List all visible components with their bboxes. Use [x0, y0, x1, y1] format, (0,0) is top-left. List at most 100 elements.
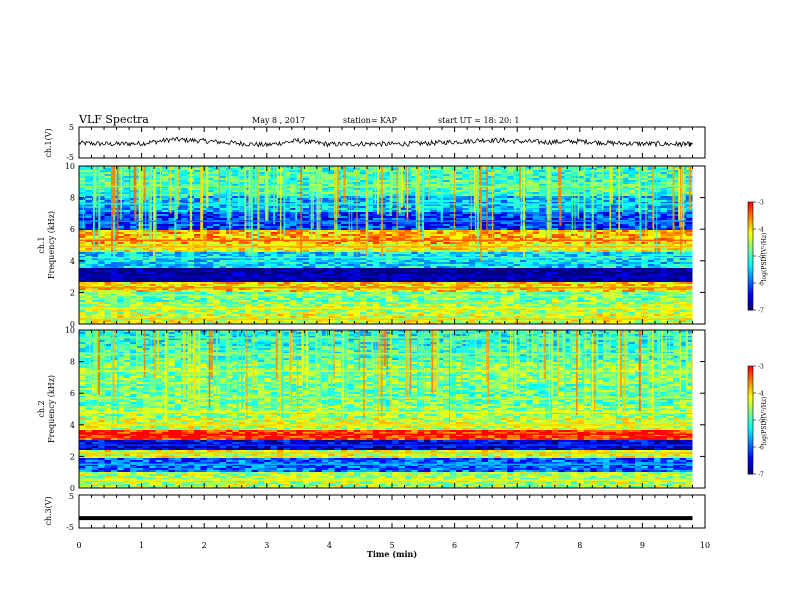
spectrogram-cell — [366, 218, 374, 221]
spectrogram-cell — [162, 224, 169, 227]
spectrogram-cell — [622, 208, 629, 211]
spectrogram-cell — [155, 206, 163, 209]
spectrogram-cell — [622, 204, 629, 207]
spectrogram-cell — [85, 190, 93, 193]
spectrogram-cell — [372, 172, 380, 175]
spectrogram-cell — [571, 176, 578, 179]
spectrogram-cell — [641, 194, 649, 197]
spectrogram-cell — [328, 224, 336, 227]
spectrogram-cell — [641, 204, 649, 207]
spectrogram-cell — [200, 226, 208, 229]
spectrogram-cell — [449, 210, 457, 213]
spectrogram-cell — [551, 174, 559, 177]
spectrogram-cell — [443, 216, 451, 219]
spectrogram-cell — [238, 224, 246, 227]
spectrogram-cell — [564, 182, 572, 185]
spectrogram-cell — [526, 182, 534, 185]
spectrogram-cell — [296, 222, 304, 225]
spectrogram-cell — [577, 174, 585, 177]
spectrogram-cell — [257, 228, 265, 231]
spectrogram-cell — [500, 206, 508, 209]
spectrogram-cell — [347, 210, 355, 213]
spectrogram-cell — [270, 228, 278, 231]
spectrogram-cell — [468, 228, 476, 231]
spectrogram-cell — [194, 210, 201, 213]
spectrogram-cell — [91, 210, 99, 213]
spectrogram-cell — [507, 194, 514, 197]
spectrogram-cell — [500, 190, 508, 193]
spectrogram-cell — [513, 192, 521, 195]
spectrogram-cell — [481, 208, 489, 211]
spectrogram-cell — [91, 218, 99, 221]
spectrogram-cell — [654, 208, 661, 211]
spectrogram-cell — [443, 170, 451, 173]
spectrogram-cell — [430, 206, 438, 209]
spectrogram-cell — [507, 224, 514, 227]
spectrogram-cell — [296, 208, 304, 211]
spectrogram-cell — [238, 174, 246, 177]
spectrogram-cell — [181, 226, 189, 229]
spectrogram-cell — [507, 206, 514, 209]
spectrogram-cell — [206, 178, 214, 181]
spectrogram-cell — [130, 166, 137, 169]
spectrogram-cell — [149, 166, 157, 169]
spectrogram-cell — [609, 210, 617, 213]
spectrogram-cell — [436, 208, 444, 211]
spectrogram-cell — [232, 190, 240, 193]
spectrogram-cell — [596, 218, 604, 221]
spectrogram-cell — [232, 214, 240, 217]
spectrogram-cell — [634, 206, 642, 209]
spectrogram-cell — [104, 180, 112, 183]
spectrogram-cell — [289, 200, 297, 203]
spectrogram-cell — [487, 182, 495, 185]
spectrogram-cell — [238, 172, 246, 175]
spectrogram-cell — [321, 172, 329, 175]
spectrogram-cell — [424, 206, 431, 209]
spectrogram-cell — [104, 166, 112, 169]
spectrogram-cell — [334, 212, 342, 215]
spectrogram-cell — [213, 190, 220, 193]
spectrogram-cell — [149, 222, 157, 225]
spectrogram-cell — [571, 168, 578, 171]
spectrogram-cell — [315, 198, 323, 201]
spectrogram-cell — [219, 170, 227, 173]
spectrogram-cell — [213, 214, 220, 217]
spectrogram-cell — [168, 194, 176, 197]
spectrogram-cell — [456, 170, 463, 173]
spectrogram-cell — [104, 168, 112, 171]
spectrogram-cell — [98, 200, 105, 203]
spectrogram-cell — [79, 210, 86, 213]
spectrogram-cell — [168, 172, 176, 175]
spectrogram-cell — [232, 184, 240, 187]
spectrogram-cell — [213, 176, 220, 179]
spectrogram-cell — [571, 218, 578, 221]
spectrogram-cell — [302, 170, 310, 173]
spectrogram-cell — [194, 184, 201, 187]
spectrogram-cell — [430, 180, 438, 183]
spectrogram-cell — [309, 216, 316, 219]
spectrogram-cell — [213, 180, 220, 183]
spectrogram-cell — [130, 204, 137, 207]
spectrogram-cell — [551, 218, 559, 221]
spectrogram-cell — [162, 226, 169, 229]
spectrogram-cell — [321, 198, 329, 201]
spectrogram-cell — [468, 206, 476, 209]
spectrogram-cell — [85, 174, 93, 177]
spectrogram-cell — [398, 208, 406, 211]
spectrogram-cell — [91, 228, 99, 231]
spectrogram-cell — [551, 166, 559, 169]
spectrogram-cell — [85, 222, 93, 225]
spectrogram-cell — [449, 182, 457, 185]
spectrogram-cell — [91, 214, 99, 217]
spectrogram-cell — [628, 226, 636, 229]
spectrogram-cell — [130, 168, 137, 171]
spectrogram-cell — [449, 198, 457, 201]
spectrogram-cell — [603, 180, 610, 183]
spectrogram-cell — [596, 178, 604, 181]
spectrogram-cell — [219, 210, 227, 213]
spectrogram-cell — [686, 212, 693, 215]
spectrogram-cell — [654, 216, 661, 219]
spectrogram-cell — [257, 182, 265, 185]
spectrogram-cell — [149, 228, 157, 231]
spectrogram-cell — [79, 194, 86, 197]
